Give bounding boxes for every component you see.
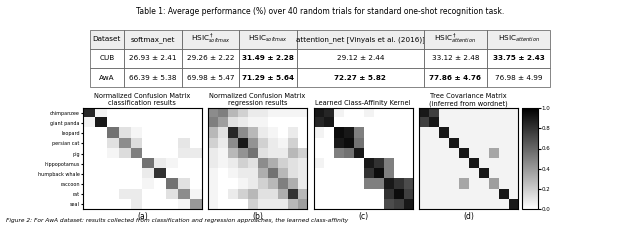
X-axis label: (a): (a) xyxy=(137,212,148,221)
X-axis label: (d): (d) xyxy=(463,212,474,221)
Title: Normalized Confusion Matrix
classification results: Normalized Confusion Matrix classificati… xyxy=(94,93,191,106)
Text: Figure 2: For AwA dataset: results collected from classification and regression : Figure 2: For AwA dataset: results colle… xyxy=(6,218,349,223)
Title: Normalized Confusion Matrix
regression results: Normalized Confusion Matrix regression r… xyxy=(209,93,306,106)
Text: Table 1: Average performance (%) over 40 random trials for standard one-shot rec: Table 1: Average performance (%) over 40… xyxy=(136,7,504,16)
X-axis label: (c): (c) xyxy=(358,212,368,221)
X-axis label: (b): (b) xyxy=(252,212,263,221)
Title: Learned Class-Affinity Kernel: Learned Class-Affinity Kernel xyxy=(316,100,411,106)
Title: Tree Covariance Matrix
(inferred from wordnet): Tree Covariance Matrix (inferred from wo… xyxy=(429,93,508,107)
